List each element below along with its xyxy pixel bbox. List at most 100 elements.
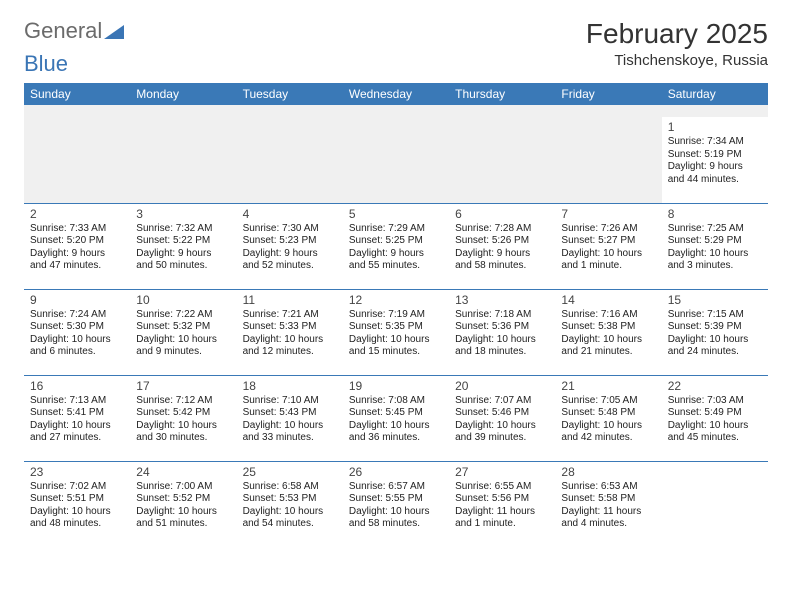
day-number: 2 <box>30 207 124 222</box>
day-info-d1: Daylight: 10 hours <box>349 420 443 433</box>
day-info-ss: Sunset: 5:35 PM <box>349 321 443 334</box>
day-info-sr: Sunrise: 6:53 AM <box>561 481 655 494</box>
day-info-d1: Daylight: 11 hours <box>455 506 549 519</box>
day-info-ss: Sunset: 5:42 PM <box>136 407 230 420</box>
day-info-d1: Daylight: 10 hours <box>561 420 655 433</box>
day-info-d1: Daylight: 9 hours <box>136 248 230 261</box>
day-info-d2: and 9 minutes. <box>136 346 230 359</box>
day-info-d1: Daylight: 10 hours <box>561 334 655 347</box>
day-info-d1: Daylight: 10 hours <box>349 506 443 519</box>
day-info-d1: Daylight: 10 hours <box>30 506 124 519</box>
day-info-ss: Sunset: 5:46 PM <box>455 407 549 420</box>
day-info-d2: and 47 minutes. <box>30 260 124 273</box>
day-info-d2: and 42 minutes. <box>561 432 655 445</box>
day-number: 7 <box>561 207 655 222</box>
day-info-ss: Sunset: 5:19 PM <box>668 149 762 162</box>
calendar-table: SundayMondayTuesdayWednesdayThursdayFrid… <box>24 83 768 547</box>
day-info-sr: Sunrise: 7:02 AM <box>30 481 124 494</box>
day-number: 5 <box>349 207 443 222</box>
day-info-d1: Daylight: 11 hours <box>561 506 655 519</box>
calendar-cell: 17Sunrise: 7:12 AMSunset: 5:42 PMDayligh… <box>130 375 236 461</box>
day-info-ss: Sunset: 5:26 PM <box>455 235 549 248</box>
day-info-sr: Sunrise: 7:25 AM <box>668 223 762 236</box>
day-info-d2: and 39 minutes. <box>455 432 549 445</box>
calendar-cell: 28Sunrise: 6:53 AMSunset: 5:58 PMDayligh… <box>555 461 661 547</box>
day-info-sr: Sunrise: 7:28 AM <box>455 223 549 236</box>
day-info-ss: Sunset: 5:48 PM <box>561 407 655 420</box>
calendar-cell <box>130 117 236 203</box>
day-info-sr: Sunrise: 7:10 AM <box>243 395 337 408</box>
calendar-cell: 20Sunrise: 7:07 AMSunset: 5:46 PMDayligh… <box>449 375 555 461</box>
day-number: 14 <box>561 293 655 308</box>
day-info-ss: Sunset: 5:56 PM <box>455 493 549 506</box>
blank-row <box>24 105 768 117</box>
day-info-ss: Sunset: 5:22 PM <box>136 235 230 248</box>
day-info-d1: Daylight: 10 hours <box>136 334 230 347</box>
col-header: Friday <box>555 83 661 105</box>
col-header: Sunday <box>24 83 130 105</box>
day-info-d1: Daylight: 10 hours <box>243 506 337 519</box>
col-header: Thursday <box>449 83 555 105</box>
day-info-ss: Sunset: 5:25 PM <box>349 235 443 248</box>
day-info-d2: and 24 minutes. <box>668 346 762 359</box>
day-info-d1: Daylight: 10 hours <box>30 420 124 433</box>
calendar-cell <box>449 117 555 203</box>
day-info-sr: Sunrise: 6:58 AM <box>243 481 337 494</box>
day-info-d2: and 48 minutes. <box>30 518 124 531</box>
day-info-d2: and 15 minutes. <box>349 346 443 359</box>
day-info-d1: Daylight: 10 hours <box>668 420 762 433</box>
day-number: 26 <box>349 465 443 480</box>
day-info-d2: and 54 minutes. <box>243 518 337 531</box>
day-number: 21 <box>561 379 655 394</box>
day-info-d1: Daylight: 10 hours <box>349 334 443 347</box>
day-number: 20 <box>455 379 549 394</box>
day-number: 15 <box>668 293 762 308</box>
day-info-d2: and 21 minutes. <box>561 346 655 359</box>
day-info-sr: Sunrise: 7:12 AM <box>136 395 230 408</box>
calendar-cell: 1Sunrise: 7:34 AMSunset: 5:19 PMDaylight… <box>662 117 768 203</box>
calendar-cell: 14Sunrise: 7:16 AMSunset: 5:38 PMDayligh… <box>555 289 661 375</box>
day-info-d2: and 51 minutes. <box>136 518 230 531</box>
day-info-d1: Daylight: 10 hours <box>243 334 337 347</box>
day-info-d1: Daylight: 10 hours <box>455 420 549 433</box>
calendar-cell: 19Sunrise: 7:08 AMSunset: 5:45 PMDayligh… <box>343 375 449 461</box>
day-info-d1: Daylight: 10 hours <box>668 248 762 261</box>
day-info-ss: Sunset: 5:52 PM <box>136 493 230 506</box>
calendar-cell <box>555 117 661 203</box>
day-number: 23 <box>30 465 124 480</box>
day-info-d1: Daylight: 9 hours <box>30 248 124 261</box>
calendar-cell: 4Sunrise: 7:30 AMSunset: 5:23 PMDaylight… <box>237 203 343 289</box>
calendar-cell: 23Sunrise: 7:02 AMSunset: 5:51 PMDayligh… <box>24 461 130 547</box>
day-info-sr: Sunrise: 7:00 AM <box>136 481 230 494</box>
calendar-body: 1Sunrise: 7:34 AMSunset: 5:19 PMDaylight… <box>24 105 768 547</box>
day-number: 3 <box>136 207 230 222</box>
day-number: 12 <box>349 293 443 308</box>
day-info-ss: Sunset: 5:43 PM <box>243 407 337 420</box>
day-number: 17 <box>136 379 230 394</box>
day-info-sr: Sunrise: 7:32 AM <box>136 223 230 236</box>
day-info-d1: Daylight: 10 hours <box>30 334 124 347</box>
day-info-sr: Sunrise: 7:07 AM <box>455 395 549 408</box>
day-info-ss: Sunset: 5:51 PM <box>30 493 124 506</box>
calendar-cell: 27Sunrise: 6:55 AMSunset: 5:56 PMDayligh… <box>449 461 555 547</box>
day-info-sr: Sunrise: 7:22 AM <box>136 309 230 322</box>
day-number: 11 <box>243 293 337 308</box>
day-info-d2: and 1 minute. <box>561 260 655 273</box>
calendar-cell: 22Sunrise: 7:03 AMSunset: 5:49 PMDayligh… <box>662 375 768 461</box>
calendar-cell: 26Sunrise: 6:57 AMSunset: 5:55 PMDayligh… <box>343 461 449 547</box>
brand-word-2: Blue <box>24 51 768 77</box>
day-info-sr: Sunrise: 6:55 AM <box>455 481 549 494</box>
day-info-ss: Sunset: 5:29 PM <box>668 235 762 248</box>
day-number: 4 <box>243 207 337 222</box>
calendar-cell: 18Sunrise: 7:10 AMSunset: 5:43 PMDayligh… <box>237 375 343 461</box>
day-number: 1 <box>668 120 762 135</box>
calendar-cell <box>343 117 449 203</box>
day-number: 27 <box>455 465 549 480</box>
page: General February 2025 Tishchenskoye, Rus… <box>0 0 792 559</box>
day-info-sr: Sunrise: 7:15 AM <box>668 309 762 322</box>
day-info-d1: Daylight: 10 hours <box>243 420 337 433</box>
day-number: 6 <box>455 207 549 222</box>
day-number: 10 <box>136 293 230 308</box>
day-info-ss: Sunset: 5:33 PM <box>243 321 337 334</box>
day-info-sr: Sunrise: 7:26 AM <box>561 223 655 236</box>
